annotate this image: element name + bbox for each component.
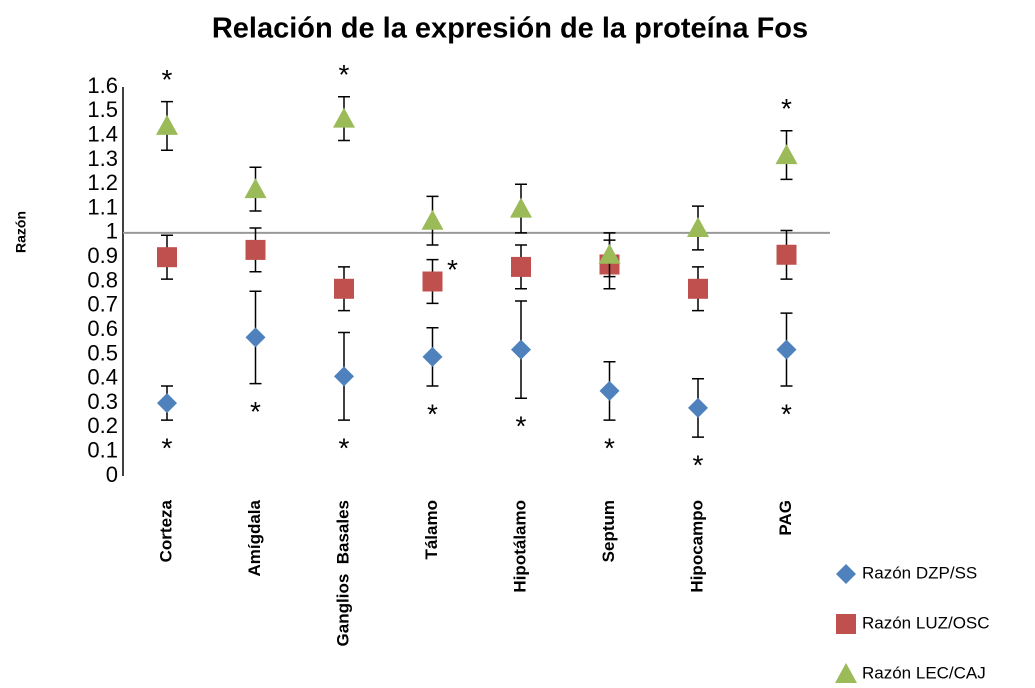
annotation: *	[693, 449, 704, 480]
y-axis-label: Razón	[13, 211, 29, 253]
y-tick-label: 0.7	[87, 292, 118, 317]
y-tick-label: 1.4	[87, 121, 118, 146]
y-tick-label: 0.9	[87, 243, 118, 268]
point	[334, 366, 354, 387]
annotation: *	[339, 59, 350, 90]
y-tick-label: 0.8	[87, 267, 118, 292]
x-tick-label: PAG	[776, 500, 795, 536]
x-tick-label: Tálamo	[422, 500, 441, 560]
annotation: *	[339, 432, 350, 463]
annotation: *	[781, 93, 792, 124]
annotation: *	[516, 411, 527, 442]
point	[688, 278, 708, 299]
point	[333, 107, 355, 128]
y-tick-label: 0.6	[87, 316, 118, 341]
annotation: *	[781, 398, 792, 429]
x-tick-label: Septum	[599, 500, 618, 562]
annotation: *	[250, 396, 261, 427]
point	[157, 393, 177, 414]
y-tick-label: 1.5	[87, 97, 118, 122]
y-tick-label: 1.6	[87, 73, 118, 98]
point	[775, 144, 798, 165]
point	[422, 346, 443, 367]
point	[157, 247, 177, 268]
point	[245, 327, 266, 348]
point	[422, 271, 443, 292]
legend-marker	[835, 663, 857, 683]
y-tick-label: 1.2	[87, 170, 118, 195]
legend-label: Razón LEC/CAJ	[862, 663, 986, 682]
annotation: *	[162, 432, 173, 463]
point	[776, 339, 797, 360]
annotation: *	[604, 432, 615, 463]
y-tick-label: 1.1	[87, 194, 118, 219]
chart-title: Relación de la expresión de la proteína …	[212, 13, 808, 45]
annotation: *	[427, 398, 438, 429]
point	[776, 244, 797, 265]
y-tick-label: 0.4	[87, 365, 118, 390]
x-tick-label: Amígdala	[245, 499, 264, 576]
annotation: *	[447, 254, 458, 285]
point	[511, 256, 531, 277]
y-tick-label: 0.5	[87, 340, 118, 365]
y-tick-label: 1	[106, 219, 118, 244]
point	[511, 339, 531, 360]
point	[510, 197, 532, 218]
point	[598, 243, 621, 264]
x-tick-label: Hipotálamo	[510, 500, 529, 593]
x-tick-label: Ganglios Basales	[333, 500, 352, 646]
annotation: *	[162, 64, 173, 95]
y-tick-label: 0	[106, 462, 118, 487]
legend-label: Razón DZP/SS	[862, 563, 977, 582]
y-tick-label: 1.3	[87, 146, 118, 171]
point	[687, 217, 709, 238]
point	[688, 397, 708, 418]
point	[156, 114, 178, 135]
x-tick-label: Hipocampo	[687, 500, 706, 593]
legend-marker	[836, 614, 856, 634]
point	[244, 178, 267, 199]
point	[245, 239, 266, 260]
point	[334, 278, 354, 299]
x-tick-label: Corteza	[156, 499, 175, 562]
y-tick-label: 0.2	[87, 413, 118, 438]
point	[421, 209, 444, 230]
legend-label: Razón LUZ/OSC	[862, 613, 990, 632]
y-tick-label: 0.1	[87, 438, 118, 463]
legend-marker	[836, 564, 856, 584]
point	[599, 380, 620, 401]
y-tick-label: 0.3	[87, 389, 118, 414]
